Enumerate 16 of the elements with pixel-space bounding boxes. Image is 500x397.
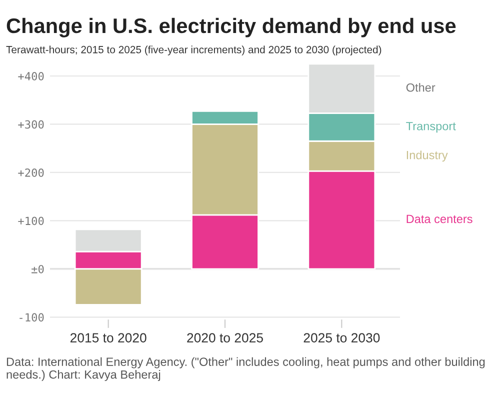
chart-title: Change in U.S. electricity demand by end use	[6, 18, 456, 38]
y-tick-label: -100	[20, 313, 44, 322]
x-tick-label: 2025 to 2030	[304, 333, 380, 342]
y-tick-label: +400	[18, 72, 44, 80]
y-tick-label: ±0	[32, 264, 44, 274]
text: Other	[406, 83, 436, 92]
chart-subtitle: Terawatt-hours; 2015 to 2025 (five-year increments) and 2025 to 2030 (projected)	[6, 46, 382, 56]
y-tick-label: +100	[18, 216, 44, 226]
y-tick-label: +300	[18, 120, 44, 129]
text: Industry	[406, 150, 448, 162]
text: Transport	[406, 122, 456, 133]
y-tick-label: +200	[18, 168, 44, 177]
text: Data centers	[406, 214, 472, 224]
x-tick-label: 2015 to 2020	[70, 333, 146, 342]
x-tick-label: 2020 to 2025	[187, 333, 263, 342]
text: Data: International Energy Agency. ("Other" includes cooling, heat pumps and other building needs.) Chart: Kavya Beheraj	[6, 357, 485, 382]
